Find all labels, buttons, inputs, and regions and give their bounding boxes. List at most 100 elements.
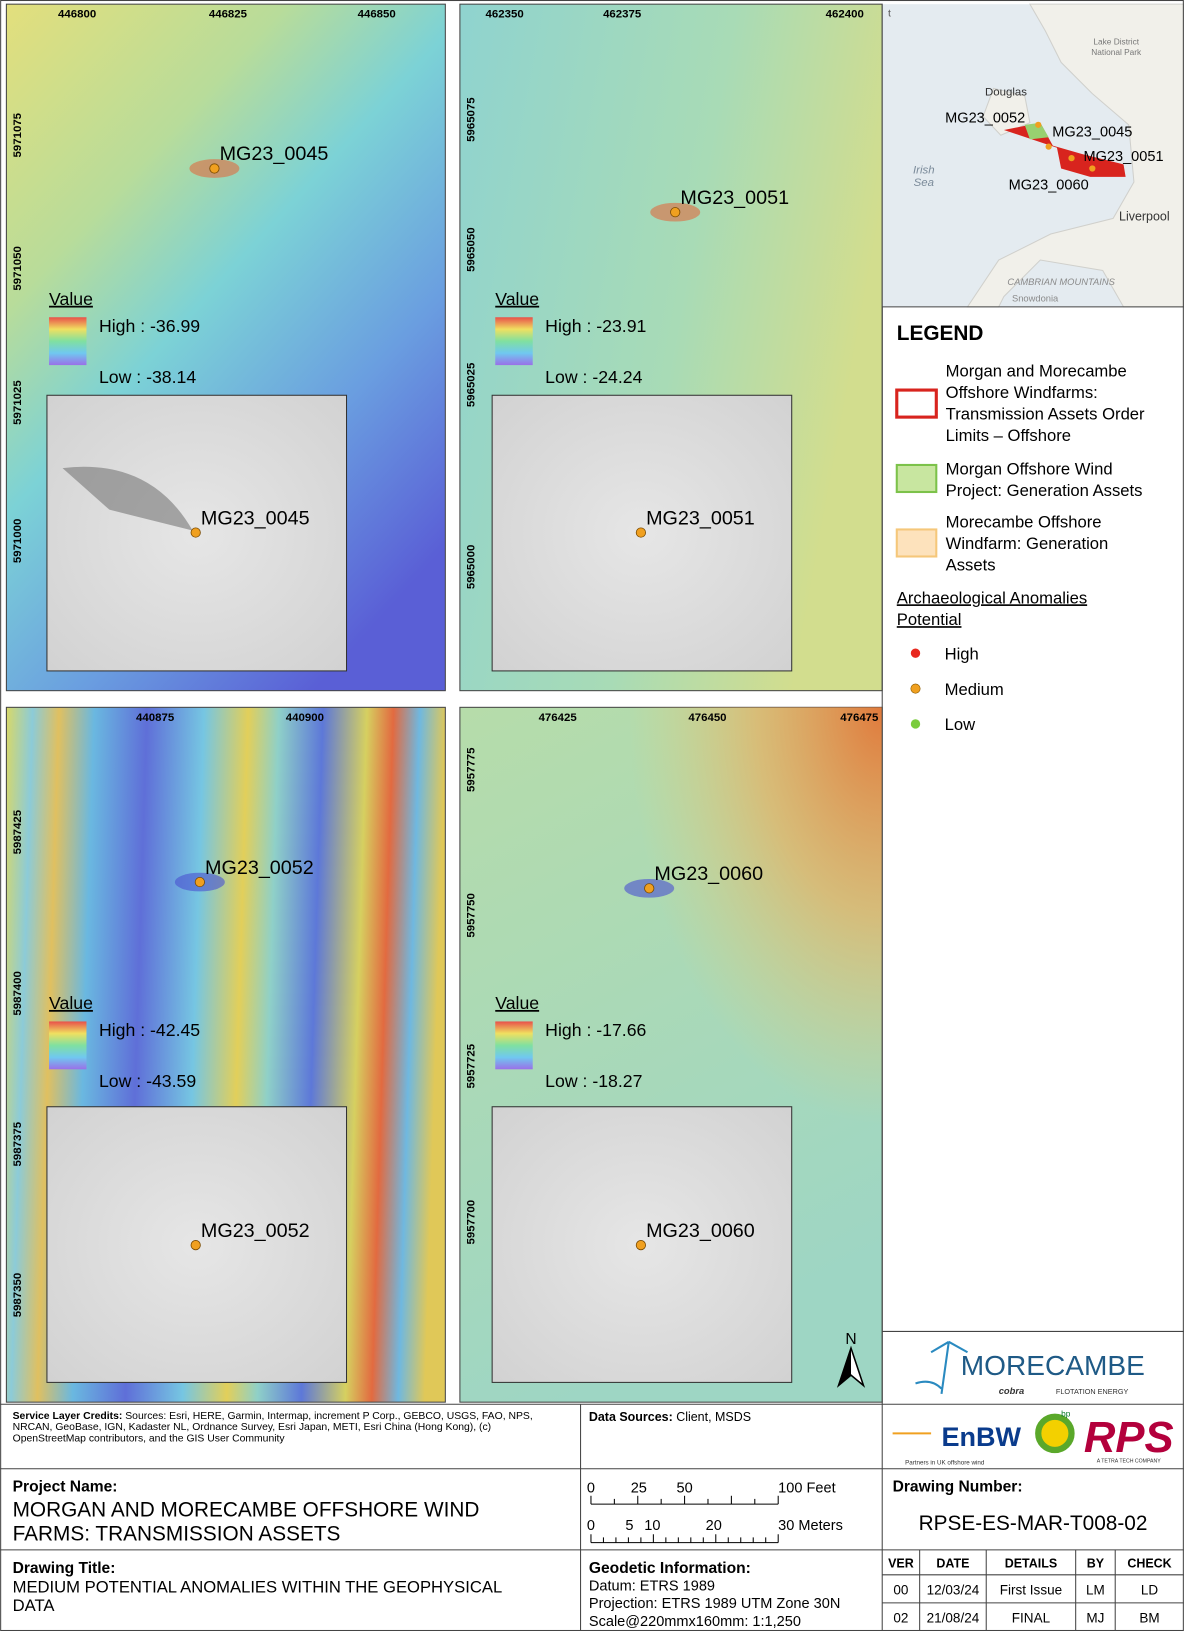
legend-title: LEGEND: [897, 322, 984, 345]
place-label: MG23_0051: [1083, 149, 1163, 165]
map-sheet: 4468004468254468505971075597105059710255…: [0, 0, 1184, 1631]
potential-label: High: [945, 644, 979, 663]
y-coordinate: 5987425: [12, 809, 24, 854]
data-sources: Data Sources: Client, MSDS: [589, 1410, 751, 1424]
potential-label: Low: [945, 715, 976, 734]
site-dot: [1089, 165, 1095, 171]
credits-line: OpenStreetMap contributors, and the GIS …: [13, 1434, 286, 1445]
place-label: CAMBRIAN MOUNTAINS: [1007, 277, 1115, 287]
legend-item-text: Project: Generation Assets: [946, 481, 1143, 500]
map-panel: 4408754409005987425598740059873755987350…: [6, 707, 445, 1402]
y-coordinate: 5965025: [465, 362, 477, 407]
scale-label: 0: [587, 1518, 595, 1534]
y-coordinate: 5957700: [465, 1200, 477, 1245]
target-dot: [210, 164, 219, 173]
project-label: Project Name:: [13, 1479, 118, 1496]
legend-heading: Value: [49, 993, 93, 1013]
target-label: MG23_0060: [654, 863, 763, 885]
y-coordinate: 5971075: [12, 112, 24, 157]
high-dot: [911, 649, 920, 658]
inset-label: MG23_0060: [646, 1220, 755, 1242]
inset-dot: [636, 528, 645, 537]
legend-heading: Value: [49, 289, 93, 309]
geodetic-line: Projection: ETRS 1989 UTM Zone 30N: [589, 1596, 840, 1612]
partners-text: Partners in UK offshore wind: [905, 1460, 985, 1467]
x-coordinate: 476475: [840, 712, 879, 724]
legend-item-text: Morgan Offshore Wind: [946, 459, 1113, 478]
table-cell: 02: [893, 1611, 908, 1626]
x-coordinate: 440875: [136, 712, 175, 724]
scale-label: 25: [631, 1481, 647, 1497]
low-value: Low : -24.24: [545, 367, 642, 387]
y-coordinate: 5987400: [12, 971, 24, 1016]
drawing-title: DATA: [13, 1596, 56, 1615]
data-sources-label: Data Sources:: [589, 1410, 673, 1424]
y-coordinate: 5987375: [12, 1121, 24, 1166]
site-dot: [1046, 144, 1052, 150]
target-dot: [671, 208, 680, 217]
x-coordinate: 476450: [688, 712, 726, 724]
table-cell: MJ: [1086, 1611, 1104, 1626]
y-coordinate: 5987350: [12, 1273, 24, 1318]
legend-heading: Value: [495, 993, 539, 1013]
place-label: MG23_0060: [1009, 177, 1089, 193]
legend-heading: Value: [495, 289, 539, 309]
legend-item-text: Morgan and Morecambe: [946, 362, 1127, 381]
bp-logo: [1038, 1417, 1071, 1450]
geodetic-label: Geodetic Information:: [589, 1560, 751, 1577]
credits-line: NRCAN, GeoBase, IGN, Kadaster NL, Ordnan…: [13, 1422, 492, 1433]
table-header: BY: [1087, 1557, 1105, 1571]
site-dot: [1035, 122, 1041, 128]
target-dot: [645, 884, 654, 893]
scale-label: 50: [676, 1481, 692, 1497]
inset-label: MG23_0045: [201, 507, 310, 529]
scale-label: 5: [625, 1518, 633, 1534]
low-value: Low : -18.27: [545, 1071, 642, 1091]
place-label: Sea: [914, 177, 934, 189]
map-panel: 4468004468254468505971075597105059710255…: [6, 4, 445, 691]
project-name: MORGAN AND MORECAMBE OFFSHORE WIND: [13, 1499, 480, 1522]
legend-item-text: Morecambe Offshore: [946, 512, 1102, 531]
y-coordinate: 5971050: [12, 246, 24, 291]
table-header: CHECK: [1127, 1557, 1171, 1571]
inset-label: MG23_0052: [201, 1220, 310, 1242]
legend-item-text: Transmission Assets Order: [946, 405, 1145, 424]
place-label: Liverpool: [1119, 210, 1170, 224]
table-header: VER: [888, 1557, 914, 1571]
potential-label: Medium: [945, 680, 1004, 699]
color-ramp: [495, 1021, 532, 1069]
bp-text: bp: [1061, 1409, 1071, 1419]
y-coordinate: 5971000: [12, 519, 24, 564]
place-label: Douglas: [985, 87, 1027, 99]
table-header: DATE: [936, 1557, 969, 1571]
legend-item-text: Offshore Windfarms:: [946, 383, 1098, 402]
credits-line: Sources: Esri, HERE, Garmin, Intermap, i…: [125, 1411, 532, 1422]
y-coordinate: 5957775: [465, 747, 477, 792]
table-cell: First Issue: [1000, 1583, 1062, 1598]
inset-label: MG23_0051: [646, 507, 755, 529]
cobra-logo: cobra: [999, 1386, 1024, 1396]
high-value: High : -36.99: [99, 316, 200, 336]
morgan-swatch: [897, 465, 937, 492]
y-coordinate: 5957725: [465, 1043, 477, 1088]
legend-item-text: Windfarm: Generation: [946, 534, 1109, 553]
x-coordinate: 446850: [358, 9, 396, 21]
inset-dot: [636, 1240, 645, 1249]
site-dot: [1068, 155, 1074, 161]
flotation-logo: FLOTATION ENERGY: [1056, 1387, 1129, 1396]
table-cell: LD: [1141, 1583, 1159, 1598]
medium-dot: [911, 684, 920, 693]
place-label: Irish: [913, 165, 935, 177]
scale-label: 100 Feet: [778, 1481, 835, 1497]
y-coordinate: 5965000: [465, 545, 477, 590]
table-header: DETAILS: [1005, 1557, 1057, 1571]
table-cell: 00: [893, 1583, 908, 1598]
morecambe-swatch: [897, 529, 937, 556]
morecambe-logo: MORECAMBE: [961, 1350, 1145, 1381]
place-label: Lake District: [1093, 37, 1139, 47]
credits: Service Layer Credits: Sources: Esri, HE…: [13, 1411, 533, 1422]
low-dot: [911, 719, 920, 728]
place-label: t: [888, 9, 891, 20]
y-coordinate: 5965050: [465, 227, 477, 272]
